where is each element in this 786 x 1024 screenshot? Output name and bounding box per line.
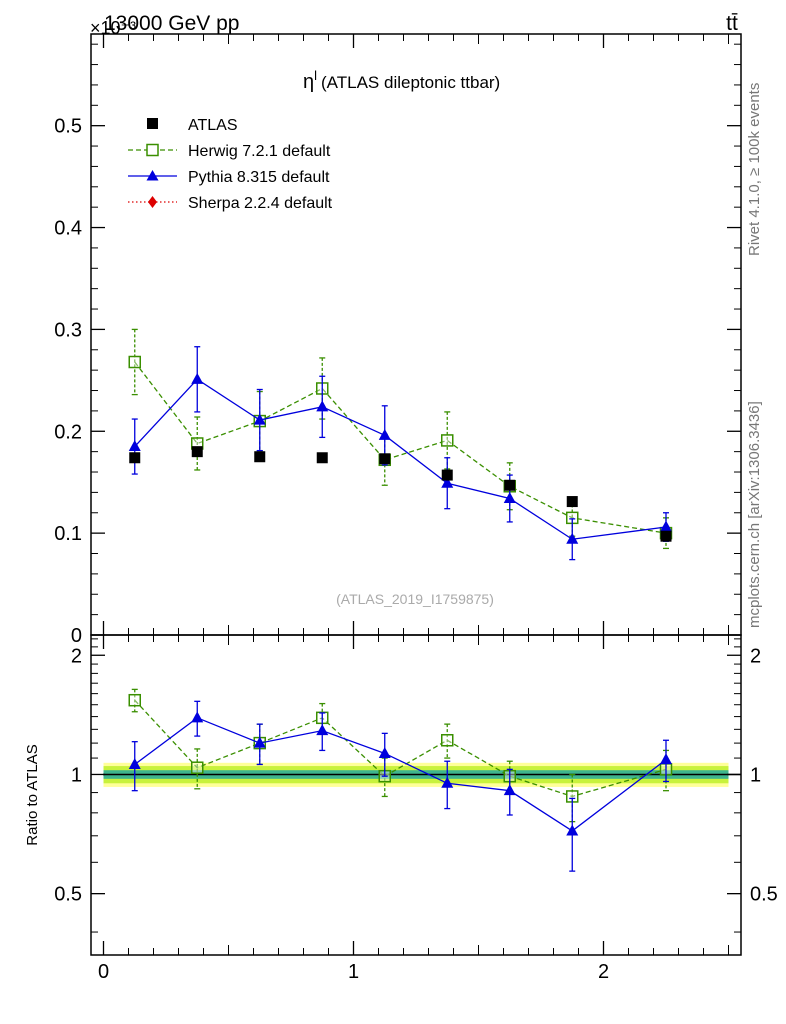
legend-entry-atlas: ATLAS xyxy=(147,117,238,134)
main-panel: ηl (ATLAS dileptonic ttbar) (ATLAS_2019_I… xyxy=(54,33,742,647)
legend-label-pythia: Pythia 8.315 default xyxy=(188,169,330,186)
ratio-data xyxy=(128,688,673,872)
ratio-xtick-label: 1 xyxy=(348,961,359,983)
legend-marker-atlas xyxy=(147,118,158,129)
ratio-xtick-label: 0 xyxy=(98,961,109,983)
pythia-point xyxy=(441,476,454,488)
ratio-frame xyxy=(90,634,742,956)
ratio-pythia-point xyxy=(378,746,391,758)
mcplots-label: mcplots.cern.ch [arXiv:1306.3436] xyxy=(746,401,763,628)
legend: ATLAS Herwig 7.2.1 default Pythia 8.315 … xyxy=(128,117,333,212)
ratio-herwig-point xyxy=(191,761,204,774)
title-symbol: η xyxy=(303,71,314,93)
ratio-pythia-point xyxy=(316,724,329,736)
ratio-ytick-label: 0.5 xyxy=(54,884,82,906)
pythia-point xyxy=(566,532,579,544)
legend-entry-sherpa: Sherpa 2.2.4 default xyxy=(128,195,333,212)
ratio-ytick-label-right: 2 xyxy=(750,645,761,667)
ratio-ytick-label: 1 xyxy=(71,764,82,786)
legend-label-herwig: Herwig 7.2.1 default xyxy=(188,143,331,160)
legend-marker-herwig xyxy=(146,143,159,157)
atlas-point xyxy=(504,479,516,491)
main-data xyxy=(128,328,673,561)
atlas-point xyxy=(660,530,672,542)
main-ytick-label: 0 xyxy=(71,625,82,647)
atlas-point xyxy=(316,452,328,464)
title-superscript: l xyxy=(314,68,317,83)
legend-label-atlas: ATLAS xyxy=(188,117,238,134)
ratio-pythia-point xyxy=(503,784,516,796)
ratio-ytick-label-right: 0.5 xyxy=(750,884,778,906)
exponent-label: ×10⁻³ xyxy=(90,18,136,38)
process-label: tt̄ xyxy=(726,12,738,35)
main-x-ticks xyxy=(102,34,729,635)
legend-label-sherpa: Sherpa 2.2.4 default xyxy=(188,195,333,212)
main-ytick-label: 0.2 xyxy=(54,421,82,443)
herwig-line xyxy=(134,361,667,534)
ratio-pythia-point xyxy=(191,711,204,723)
ratio-panel: 0.5 0.5 1 1 2 2 0 1 2 Ratio to ATLAS xyxy=(24,634,778,983)
ratio-herwig-point xyxy=(128,693,141,707)
watermark: (ATLAS_2019_I1759875) xyxy=(336,591,494,607)
main-ytick-label: 0.3 xyxy=(54,319,82,341)
ratio-herwig-point xyxy=(441,734,454,747)
pythia-point xyxy=(503,492,516,504)
pythia-point xyxy=(316,400,329,412)
title-text: (ATLAS dileptonic ttbar) xyxy=(321,73,500,92)
legend-entry-herwig: Herwig 7.2.1 default xyxy=(128,143,331,160)
main-title: ηl (ATLAS dileptonic ttbar) xyxy=(303,68,500,93)
rivet-label: Rivet 4.1.0, ≥ 100k events xyxy=(746,82,763,256)
ratio-y-axis: 0.5 0.5 1 1 2 2 xyxy=(54,638,778,933)
atlas-point xyxy=(379,453,391,465)
ratio-ytick-label: 2 xyxy=(71,645,82,667)
ratio-xtick-label: 2 xyxy=(598,961,609,983)
atlas-point xyxy=(441,469,453,481)
pythia-point xyxy=(191,372,204,384)
pythia-line xyxy=(134,378,667,540)
atlas-point xyxy=(129,452,141,464)
ratio-pythia-point xyxy=(253,736,266,748)
atlas-point xyxy=(254,451,266,463)
main-y-axis: 0 0.1 0.2 0.3 0.4 0.5 xyxy=(54,43,741,647)
atlas-point xyxy=(191,446,203,458)
ratio-pythia-point xyxy=(441,776,454,788)
ratio-pythia-point xyxy=(660,753,672,765)
ratio-pythia-point xyxy=(128,757,141,769)
legend-marker-pythia xyxy=(146,170,159,181)
main-ytick-label: 0.4 xyxy=(54,218,82,240)
legend-entry-pythia: Pythia 8.315 default xyxy=(128,169,330,186)
main-ytick-label: 0.5 xyxy=(54,116,82,138)
ratio-uncertainty-band xyxy=(103,762,741,787)
main-ytick-label: 0.1 xyxy=(54,523,82,545)
pythia-point xyxy=(378,428,391,440)
atlas-point xyxy=(566,496,578,508)
ratio-pythia-point xyxy=(566,824,579,836)
pythia-point xyxy=(660,520,672,532)
ratio-ytick-label-right: 1 xyxy=(750,764,761,786)
herwig-point xyxy=(128,355,141,369)
pythia-point xyxy=(253,413,266,425)
legend-marker-sherpa xyxy=(148,196,157,208)
energy-label: 13000 GeV pp xyxy=(104,12,239,35)
ratio-ylabel: Ratio to ATLAS xyxy=(24,744,41,845)
ratio-x-axis: 0 1 2 xyxy=(98,635,729,983)
herwig-point xyxy=(441,434,454,447)
pythia-point xyxy=(128,440,141,452)
